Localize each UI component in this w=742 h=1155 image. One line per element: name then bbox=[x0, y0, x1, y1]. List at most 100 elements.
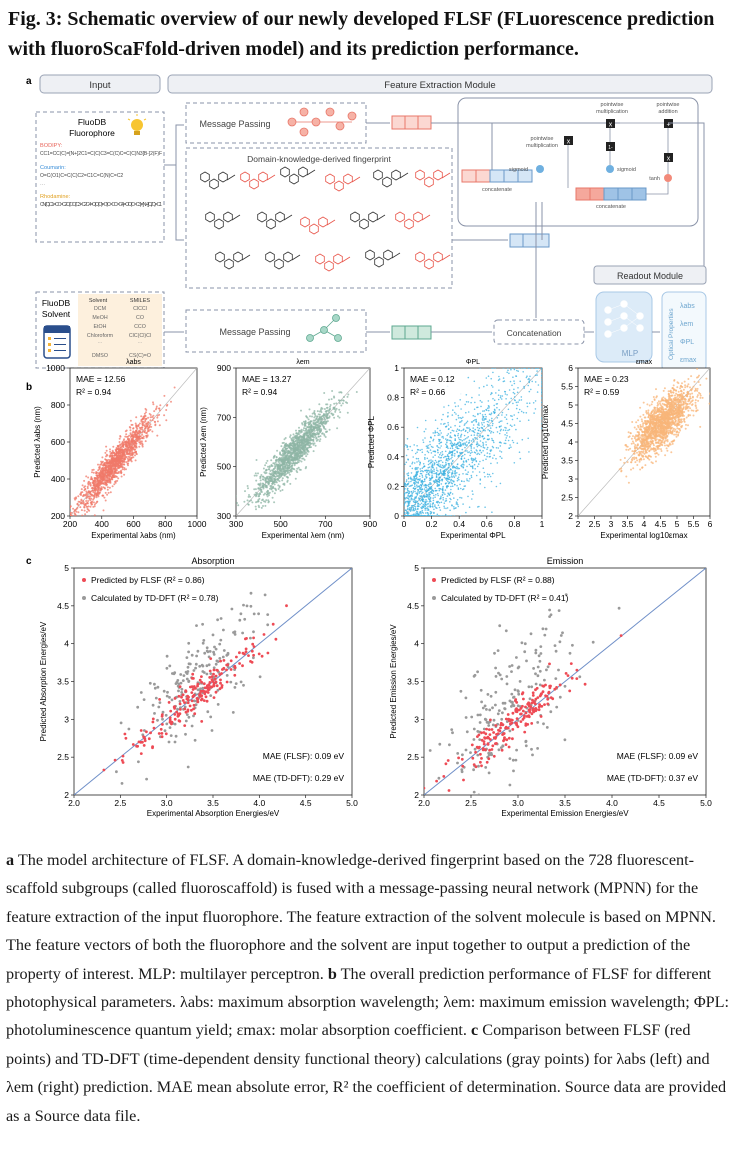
data-point bbox=[434, 504, 436, 506]
optical-properties-label: Optical Properties bbox=[668, 308, 675, 360]
data-point bbox=[77, 500, 80, 503]
data-point bbox=[316, 410, 319, 413]
data-point bbox=[443, 492, 445, 494]
data-point bbox=[482, 441, 484, 444]
data-point bbox=[631, 421, 634, 423]
data-point bbox=[507, 439, 510, 442]
data-point bbox=[310, 438, 313, 441]
data-point bbox=[106, 488, 109, 491]
data-point bbox=[120, 456, 122, 459]
data-point bbox=[87, 476, 90, 479]
data-point bbox=[479, 440, 482, 442]
data-point bbox=[461, 439, 464, 442]
data-point bbox=[116, 463, 119, 466]
data-point bbox=[302, 420, 305, 423]
data-point bbox=[301, 454, 304, 456]
data-point bbox=[451, 456, 453, 459]
panel-a-label: a bbox=[26, 76, 32, 87]
data-point bbox=[490, 480, 493, 483]
data-point bbox=[277, 465, 279, 468]
data-point bbox=[79, 506, 82, 509]
data-point bbox=[269, 480, 272, 482]
data-point bbox=[304, 447, 306, 449]
data-point bbox=[523, 387, 525, 389]
data-point bbox=[618, 468, 621, 471]
data-point bbox=[468, 463, 471, 466]
data-point bbox=[466, 427, 469, 429]
data-point bbox=[415, 466, 417, 469]
data-point bbox=[155, 407, 158, 410]
data-point bbox=[421, 451, 424, 454]
data-point bbox=[307, 444, 310, 447]
data-point bbox=[474, 437, 476, 439]
data-point bbox=[449, 501, 451, 503]
data-point bbox=[89, 515, 91, 516]
data-point bbox=[82, 500, 85, 502]
data-point bbox=[88, 495, 90, 498]
data-point bbox=[125, 456, 128, 458]
y-tick-label: 2 bbox=[568, 511, 573, 521]
data-point bbox=[266, 491, 269, 494]
data-point bbox=[467, 471, 470, 473]
data-point bbox=[296, 471, 299, 474]
data-point bbox=[444, 468, 447, 471]
data-point bbox=[272, 471, 275, 474]
data-point bbox=[465, 461, 468, 463]
data-point bbox=[437, 451, 439, 454]
data-point bbox=[448, 471, 451, 474]
data-point bbox=[305, 428, 308, 430]
data-point bbox=[102, 467, 105, 470]
data-point bbox=[325, 403, 328, 406]
data-point bbox=[121, 444, 124, 447]
data-point bbox=[463, 457, 466, 460]
data-point bbox=[282, 447, 284, 450]
data-point bbox=[247, 487, 249, 490]
data-point bbox=[684, 400, 687, 403]
data-point bbox=[263, 500, 265, 503]
data-point bbox=[455, 475, 457, 477]
data-point bbox=[420, 515, 423, 516]
data-point bbox=[346, 395, 349, 398]
data-point bbox=[304, 467, 307, 470]
data-point bbox=[151, 416, 154, 418]
data-point bbox=[273, 492, 276, 495]
data-point bbox=[139, 435, 142, 438]
data-point bbox=[258, 495, 261, 498]
data-point bbox=[463, 480, 465, 483]
data-point bbox=[433, 468, 435, 471]
data-point bbox=[470, 445, 473, 448]
lightbulb-icon bbox=[127, 114, 147, 135]
data-point bbox=[426, 488, 428, 490]
data-point bbox=[408, 500, 410, 503]
data-point bbox=[113, 483, 116, 486]
data-point bbox=[408, 495, 411, 498]
data-point bbox=[423, 478, 426, 481]
data-point bbox=[438, 501, 441, 504]
data-point bbox=[436, 489, 438, 492]
data-point bbox=[457, 432, 460, 435]
data-point bbox=[424, 505, 427, 508]
data-point bbox=[462, 461, 465, 463]
data-point bbox=[517, 387, 519, 389]
data-point bbox=[447, 475, 449, 478]
data-point bbox=[456, 451, 459, 454]
data-point bbox=[520, 410, 523, 413]
data-point bbox=[77, 495, 80, 498]
data-point bbox=[112, 464, 115, 466]
data-point bbox=[423, 480, 426, 482]
data-point bbox=[88, 509, 91, 512]
data-point bbox=[315, 439, 318, 442]
data-point bbox=[490, 462, 492, 465]
data-point bbox=[255, 459, 258, 461]
data-point bbox=[80, 492, 82, 495]
data-point bbox=[487, 429, 489, 431]
data-point bbox=[419, 462, 422, 464]
data-point bbox=[482, 415, 484, 418]
data-point bbox=[490, 393, 492, 396]
data-point bbox=[417, 482, 420, 484]
data-point bbox=[298, 444, 301, 447]
data-point bbox=[471, 490, 474, 492]
data-point bbox=[447, 466, 450, 469]
data-point bbox=[515, 407, 518, 410]
